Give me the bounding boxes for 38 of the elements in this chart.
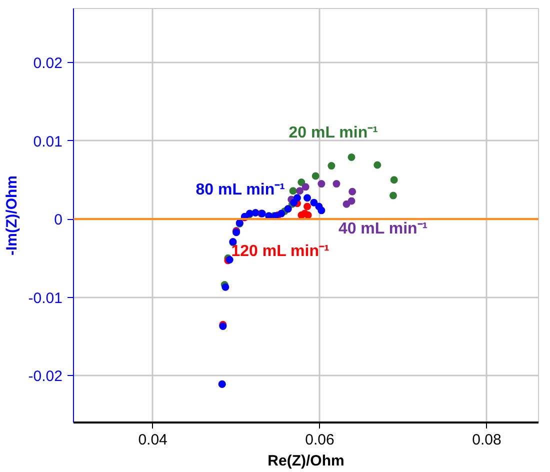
- point: [289, 187, 297, 195]
- point: [390, 176, 398, 184]
- point: [342, 200, 350, 208]
- point: [389, 192, 397, 200]
- y-tick-label: 0.01: [33, 133, 63, 150]
- y-tick-label: 0: [54, 212, 62, 229]
- x-tick-label: 0.08: [472, 432, 502, 448]
- point: [302, 183, 310, 191]
- point: [310, 198, 318, 206]
- point: [304, 202, 311, 210]
- y-axis-title: -Im(Z)/Ohm: [3, 175, 20, 256]
- y-tick-label: 0.02: [33, 55, 63, 72]
- point: [278, 210, 286, 218]
- x-tick-label: 0.06: [305, 432, 334, 448]
- point: [252, 209, 260, 217]
- series-label: 20 mL min⁻¹: [288, 124, 378, 142]
- point: [318, 180, 326, 188]
- point: [348, 153, 356, 161]
- point: [328, 162, 336, 170]
- point: [304, 194, 311, 202]
- point: [293, 194, 301, 202]
- point: [374, 161, 382, 169]
- point: [298, 211, 306, 219]
- point: [298, 178, 306, 186]
- point: [318, 206, 326, 214]
- point: [312, 172, 320, 180]
- y-tick-label: -0.02: [28, 368, 63, 386]
- series-label: 120 mL min⁻¹: [231, 242, 330, 260]
- point: [332, 180, 340, 188]
- point: [296, 187, 304, 195]
- series-label: 80 mL min⁻¹: [196, 181, 285, 198]
- x-axis-title: Re(Z)/Ohm: [268, 452, 344, 470]
- x-tick-label: 0.04: [138, 432, 168, 448]
- point: [304, 211, 312, 219]
- point: [348, 188, 356, 196]
- series-label: 40 mL min⁻¹: [338, 220, 428, 238]
- point: [222, 283, 230, 291]
- y-tick-label: -0.01: [28, 290, 63, 307]
